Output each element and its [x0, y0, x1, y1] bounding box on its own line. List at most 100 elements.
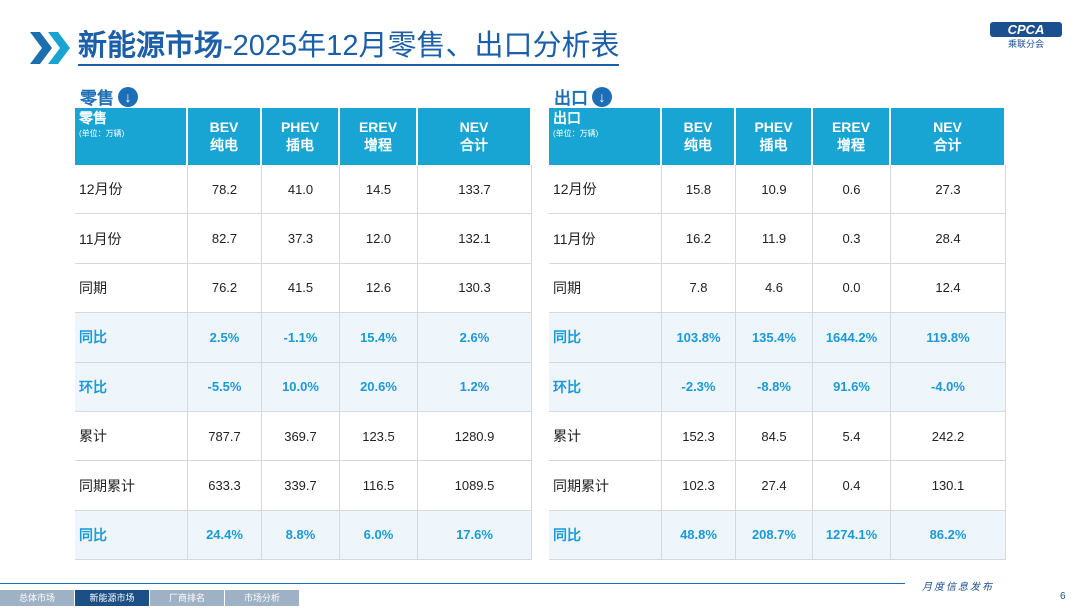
data-cell: 152.3	[662, 412, 736, 462]
section-text: 出口	[554, 89, 588, 108]
data-cell: 133.7	[418, 165, 532, 215]
data-cell: -4.0%	[891, 362, 1006, 412]
column-code: PHEV	[280, 118, 320, 135]
data-cell: 2.5%	[188, 313, 262, 363]
data-cell: -1.1%	[262, 313, 340, 363]
header-cell: 出口 (单位：万辆)	[549, 108, 662, 165]
row-label: 累计	[549, 412, 662, 462]
data-cell: 41.5	[262, 263, 340, 314]
data-cell: 84.5	[736, 412, 813, 462]
data-cell: 15.4%	[340, 313, 418, 363]
data-cell: 7.8	[662, 263, 736, 314]
column-name: 纯电	[210, 136, 238, 153]
data-cell: 5.4	[813, 412, 891, 462]
row-label: 同比	[75, 510, 188, 561]
data-cell: -5.5%	[188, 362, 262, 412]
row-label: 12月份	[549, 165, 662, 215]
column-code: BEV	[683, 118, 713, 135]
data-cell: 787.7	[188, 412, 262, 462]
data-cell: 1274.1%	[813, 510, 891, 561]
header-unit: (单位：万辆)	[79, 129, 125, 138]
row-label: 同比	[549, 510, 662, 561]
data-cell: 8.8%	[262, 510, 340, 561]
data-cell: 20.6%	[340, 362, 418, 412]
logo: CPCA 乘联分会	[990, 22, 1062, 50]
section-label: 出口 ↓	[554, 84, 612, 109]
data-cell: 369.7	[262, 412, 340, 462]
column-code: PHEV	[754, 118, 793, 135]
column-code: NEV	[933, 118, 962, 135]
row-label: 12月份	[75, 165, 188, 215]
footer-tab: 总体市场	[0, 590, 75, 606]
header-cell: NEV 合计	[418, 108, 532, 165]
column-code: EREV	[831, 118, 871, 135]
column-name: 合计	[460, 136, 488, 153]
title-bold: 新能源市场	[78, 30, 224, 62]
data-cell: 91.6%	[813, 362, 891, 412]
column-code: EREV	[358, 118, 398, 135]
data-cell: 0.3	[813, 214, 891, 264]
data-cell: 1089.5	[418, 461, 532, 511]
title: 新能源市场-2025年12月零售、出口分析表	[78, 28, 620, 66]
data-cell: 135.4%	[736, 313, 813, 363]
data-cell: 17.6%	[418, 510, 532, 561]
data-cell: 208.7%	[736, 510, 813, 561]
data-cell: 130.1	[891, 461, 1006, 511]
row-label: 同期	[549, 263, 662, 314]
header-cell: 零售 (单位：万辆)	[75, 108, 188, 165]
data-cell: 82.7	[188, 214, 262, 264]
data-cell: 10.0%	[262, 362, 340, 412]
row-label: 环比	[75, 362, 188, 412]
data-cell: 116.5	[340, 461, 418, 511]
footer-tab: 厂商排名	[150, 590, 225, 606]
data-cell: 86.2%	[891, 510, 1006, 561]
footer-tabs: 总体市场 新能源市场 厂商排名 市场分析	[0, 590, 300, 606]
data-cell: 37.3	[262, 214, 340, 264]
header-cell: PHEV 插电	[262, 108, 340, 165]
header-cell: PHEV 插电	[736, 108, 813, 165]
data-cell: 28.4	[891, 214, 1006, 264]
data-cell: 12.0	[340, 214, 418, 264]
column-name: 纯电	[684, 136, 712, 153]
data-cell: 1644.2%	[813, 313, 891, 363]
row-label: 同期累计	[549, 461, 662, 511]
chevrons	[30, 32, 70, 64]
logo-sub: 乘联分会	[1007, 39, 1044, 49]
row-label: 环比	[549, 362, 662, 412]
data-cell: 119.8%	[891, 313, 1006, 363]
data-cell: 12.4	[891, 263, 1006, 314]
section-arrow: ↓	[592, 86, 612, 107]
column-name: 合计	[933, 136, 962, 153]
header-cell: BEV 纯电	[662, 108, 736, 165]
header-cell: NEV 合计	[891, 108, 1006, 165]
data-cell: 41.0	[262, 165, 340, 215]
data-cell: 0.4	[813, 461, 891, 511]
column-code: BEV	[209, 118, 239, 135]
page-number: 6	[1060, 591, 1066, 602]
section-text: 零售	[80, 89, 114, 108]
header-label: 零售	[79, 110, 107, 126]
data-cell: -8.8%	[736, 362, 813, 412]
data-cell: 4.6	[736, 263, 813, 314]
row-label: 11月份	[75, 214, 188, 264]
row-label: 同比	[549, 313, 662, 363]
data-cell: 123.5	[340, 412, 418, 462]
data-cell: 1.2%	[418, 362, 532, 412]
section-arrow: ↓	[118, 86, 138, 107]
row-label: 同期	[75, 263, 188, 314]
data-cell: 132.1	[418, 214, 532, 264]
data-cell: 11.9	[736, 214, 813, 264]
data-cell: 24.4%	[188, 510, 262, 561]
column-name: 增程	[837, 136, 865, 153]
row-label: 同期累计	[75, 461, 188, 511]
data-cell: 27.3	[891, 165, 1006, 215]
data-cell: -2.3%	[662, 362, 736, 412]
header-unit: (单位：万辆)	[553, 129, 599, 138]
column-name: 增程	[364, 136, 392, 153]
header-cell: EREV 增程	[813, 108, 891, 165]
footer-tab: 市场分析	[225, 590, 300, 606]
data-cell: 1280.9	[418, 412, 532, 462]
title-rest: -2025年12月零售、出口分析表	[223, 30, 620, 62]
data-cell: 633.3	[188, 461, 262, 511]
